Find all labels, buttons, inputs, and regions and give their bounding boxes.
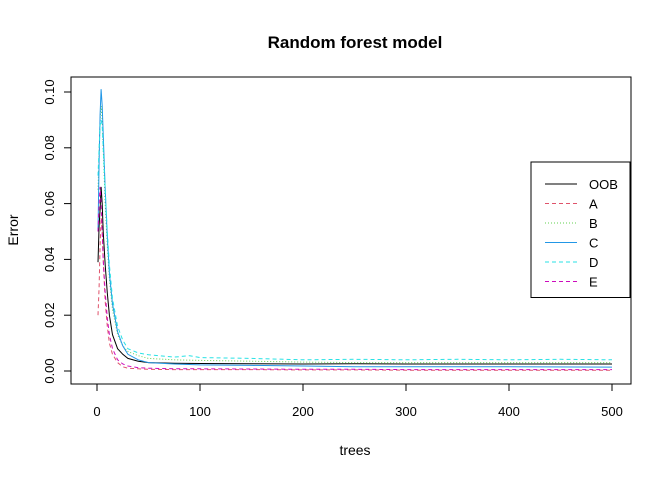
- legend-label-a: A: [589, 197, 598, 212]
- x-tick-label: 200: [292, 404, 314, 419]
- y-tick-label: 0.04: [42, 247, 57, 272]
- legend-label-b: B: [589, 216, 598, 231]
- y-tick-label: 0.08: [42, 135, 57, 160]
- y-axis: 0.00 0.02 0.04 0.06 0.08 0.10: [42, 79, 72, 384]
- legend-label-e: E: [589, 275, 598, 290]
- y-tick-label: 0.00: [42, 358, 57, 383]
- legend-label-c: C: [589, 236, 598, 251]
- x-tick-label: 500: [601, 404, 623, 419]
- legend-box: [530, 161, 631, 298]
- series-layer: [97, 89, 613, 371]
- series-line-b: [97, 105, 612, 364]
- series-line-e: [97, 186, 612, 371]
- legend-label-d: D: [589, 255, 598, 270]
- chart-title: Random forest model: [268, 33, 443, 52]
- y-tick-label: 0.06: [42, 191, 57, 216]
- x-axis-label: trees: [339, 442, 370, 458]
- y-axis-label: Error: [5, 214, 21, 245]
- legend-label-oob: OOB: [589, 177, 618, 192]
- y-tick-label: 0.02: [42, 303, 57, 328]
- x-tick-label: 400: [498, 404, 520, 419]
- x-tick-label: 0: [93, 404, 100, 419]
- y-tick-label: 0.10: [42, 79, 57, 104]
- x-axis: 0 100 200 300 400 500: [93, 383, 623, 419]
- series-line-c: [97, 89, 613, 368]
- series-line-oob: [97, 186, 612, 365]
- x-tick-label: 100: [189, 404, 211, 419]
- x-tick-label: 300: [395, 404, 417, 419]
